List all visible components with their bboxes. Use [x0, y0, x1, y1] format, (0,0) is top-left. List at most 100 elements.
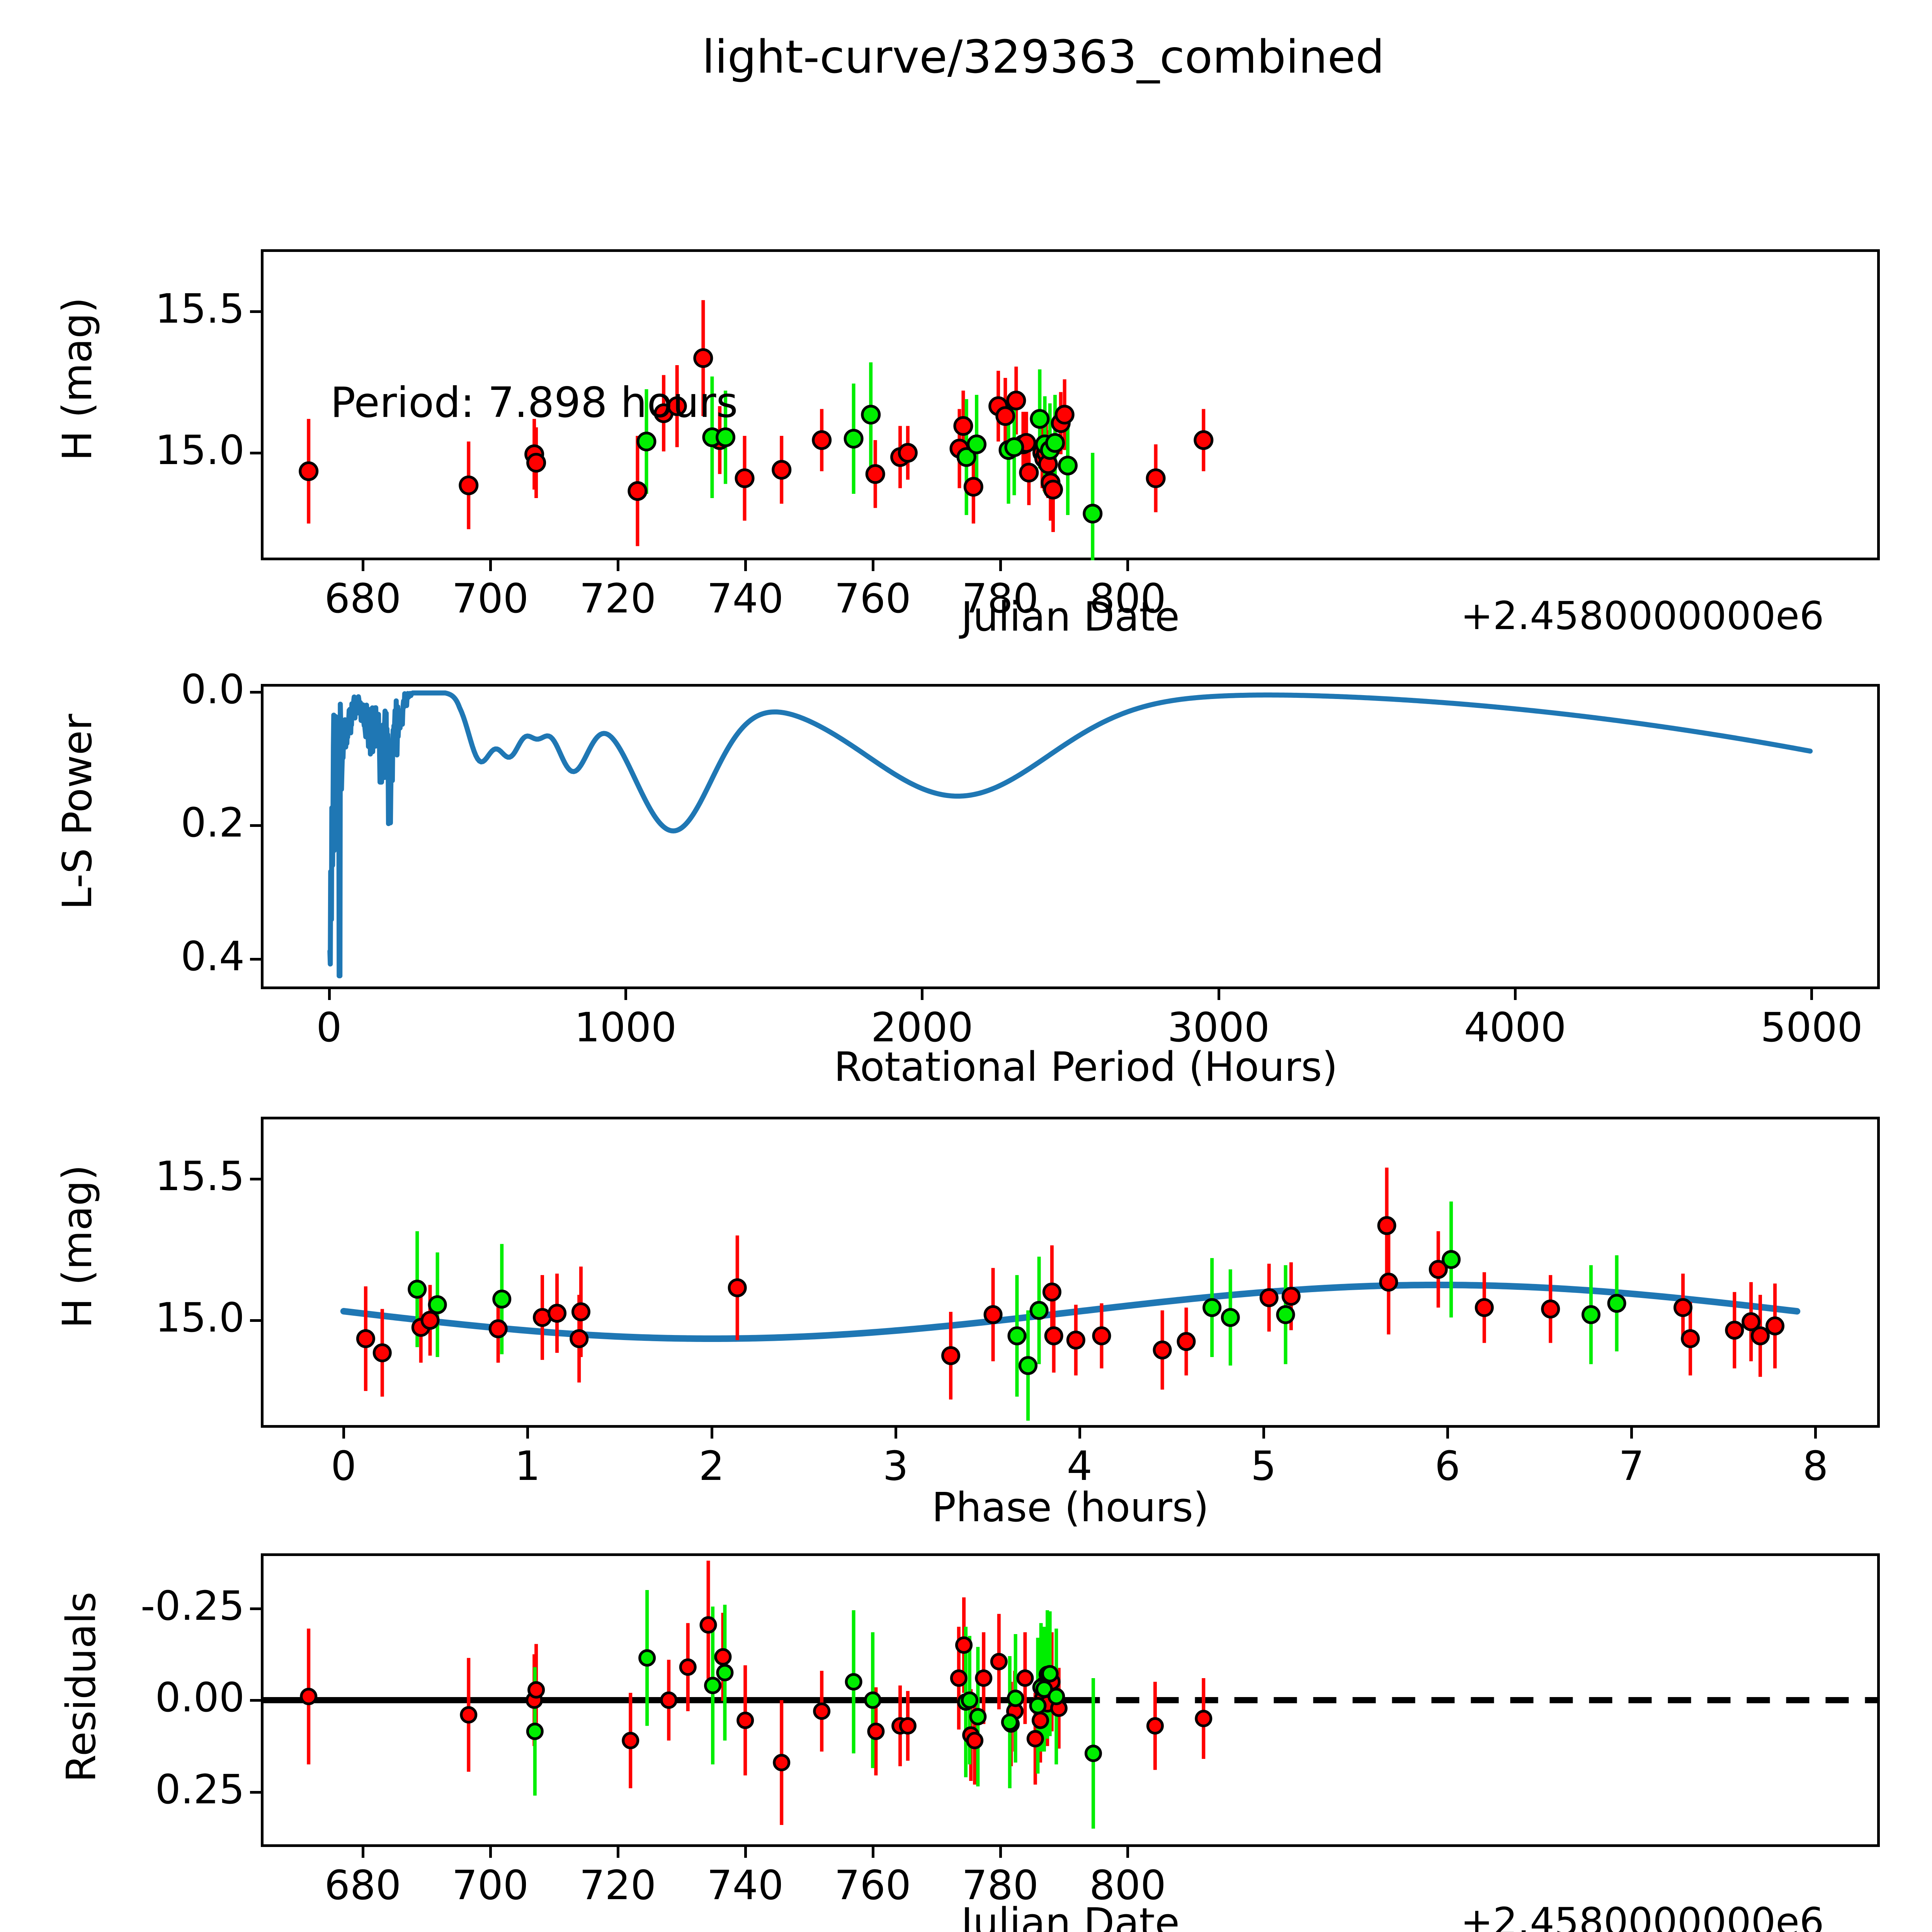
xtick-label: 780: [962, 575, 1039, 622]
marker-group-red: [356, 1216, 1785, 1365]
xtick-label: 8: [1803, 1442, 1828, 1490]
xtick-label: 1000: [574, 1004, 677, 1051]
xtick-mark: [1262, 1428, 1265, 1439]
xtick-label: 800: [1089, 1862, 1166, 1909]
xtick-label: 760: [834, 575, 911, 622]
xtick-mark: [1814, 1428, 1817, 1439]
xtick-mark: [361, 1847, 364, 1858]
ytick-mark: [250, 690, 261, 694]
ytick-mark: [250, 1699, 261, 1702]
marker-group-red: [300, 1616, 1213, 1771]
xtick-mark: [871, 560, 874, 571]
xtick-mark: [616, 560, 619, 571]
xtick-mark: [871, 1847, 874, 1858]
xtick-label: 2000: [871, 1004, 973, 1051]
xtick-label: 7: [1619, 1442, 1645, 1490]
residuals-data-layer: [261, 1561, 1880, 1829]
ytick-label: 15.0: [155, 426, 245, 474]
xtick-mark: [1810, 989, 1813, 1000]
xtick-mark: [710, 1428, 713, 1439]
panel-residuals-xlabel: Julian Date: [961, 1899, 1180, 1932]
lightcurve-data-layer: [299, 300, 1214, 560]
ytick-mark: [250, 1607, 261, 1610]
ytick-mark: [250, 958, 261, 961]
xtick-label: 680: [324, 1862, 401, 1909]
ytick-mark: [250, 1178, 261, 1180]
marker-group-green: [636, 405, 1103, 524]
panel-periodogram: [261, 684, 1880, 989]
errorbar-group-red: [364, 1167, 1777, 1400]
xtick-mark: [1217, 989, 1220, 1000]
xtick-mark: [489, 1847, 492, 1858]
xtick-mark: [894, 1428, 897, 1439]
panel-lightcurve-plotarea: [261, 249, 1880, 560]
xtick-mark: [342, 1428, 345, 1439]
ytick-mark: [250, 451, 261, 454]
marker-group-red: [299, 348, 1214, 501]
xtick-mark: [1514, 989, 1517, 1000]
periodogram-line: [327, 690, 1813, 978]
xtick-label: 4000: [1464, 1004, 1566, 1051]
ytick-label: 15.0: [155, 1294, 245, 1341]
marker-group-green: [526, 1649, 1102, 1762]
ytick-label: 0.25: [155, 1765, 245, 1813]
xtick-label: 780: [962, 1862, 1039, 1909]
xtick-mark: [921, 989, 924, 1000]
ytick-mark: [250, 824, 261, 827]
xtick-label: 720: [579, 575, 656, 622]
xtick-label: 760: [834, 1862, 911, 1909]
xtick-mark: [1126, 1847, 1129, 1858]
ytick-mark: [250, 1319, 261, 1322]
xtick-label: 700: [452, 1862, 529, 1909]
ytick-label: 15.5: [155, 285, 245, 332]
xtick-label: 720: [579, 1862, 656, 1909]
panel-lightcurve-xoffset: +2.4580000000e6: [1461, 593, 1824, 638]
panel-phasefold: [261, 1117, 1880, 1428]
xtick-mark: [999, 1847, 1002, 1858]
panel-lightcurve: Period: 7.898 hours: [261, 249, 1880, 560]
panel-residuals: [261, 1553, 1880, 1847]
period-annotation: Period: 7.898 hours: [330, 379, 738, 427]
xtick-label: 680: [324, 575, 401, 622]
xtick-mark: [744, 560, 747, 571]
xtick-mark: [526, 1428, 529, 1439]
panel-residuals-plotarea: [261, 1553, 1880, 1847]
xtick-mark: [1446, 1428, 1449, 1439]
ytick-label: 0.4: [180, 933, 245, 980]
ytick-mark: [250, 310, 261, 313]
phasefold-data-layer: [340, 1167, 1801, 1421]
xtick-label: 3000: [1167, 1004, 1270, 1051]
xtick-label: 6: [1434, 1442, 1461, 1490]
xtick-mark: [744, 1847, 747, 1858]
xtick-label: 5: [1250, 1442, 1277, 1490]
xtick-label: 700: [452, 575, 529, 622]
marker-group-green: [408, 1250, 1626, 1375]
ytick-label: 0.0: [180, 665, 245, 713]
xtick-mark: [1126, 560, 1129, 571]
xtick-label: 5000: [1760, 1004, 1863, 1051]
ytick-label: 0.2: [180, 799, 245, 847]
panel-residuals-xoffset: +2.4580000000e6: [1461, 1899, 1824, 1932]
panel-phasefold-plotarea: [261, 1117, 1880, 1428]
xtick-label: 2: [699, 1442, 724, 1490]
xtick-mark: [328, 989, 331, 1000]
figure-title: light-curve/329363_combined: [702, 30, 1384, 83]
xtick-mark: [1630, 1428, 1633, 1439]
ytick-label: -0.25: [140, 1582, 245, 1629]
panel-lightcurve-frame: [261, 249, 1880, 560]
xtick-label: 740: [707, 1862, 784, 1909]
xtick-mark: [999, 560, 1002, 571]
xtick-mark: [1078, 1428, 1081, 1439]
xtick-label: 3: [883, 1442, 908, 1490]
ytick-label: 0.00: [155, 1674, 245, 1721]
xtick-label: 0: [316, 1004, 342, 1051]
xtick-label: 740: [707, 575, 784, 622]
panel-lightcurve-xlabel: Julian Date: [961, 593, 1180, 640]
panel-periodogram-xlabel: Rotational Period (Hours): [834, 1043, 1338, 1090]
xtick-mark: [361, 560, 364, 571]
ytick-label: 15.5: [155, 1153, 245, 1200]
panel-phasefold-xlabel: Phase (hours): [932, 1484, 1209, 1531]
ytick-mark: [250, 1791, 261, 1794]
xtick-label: 4: [1066, 1442, 1092, 1490]
